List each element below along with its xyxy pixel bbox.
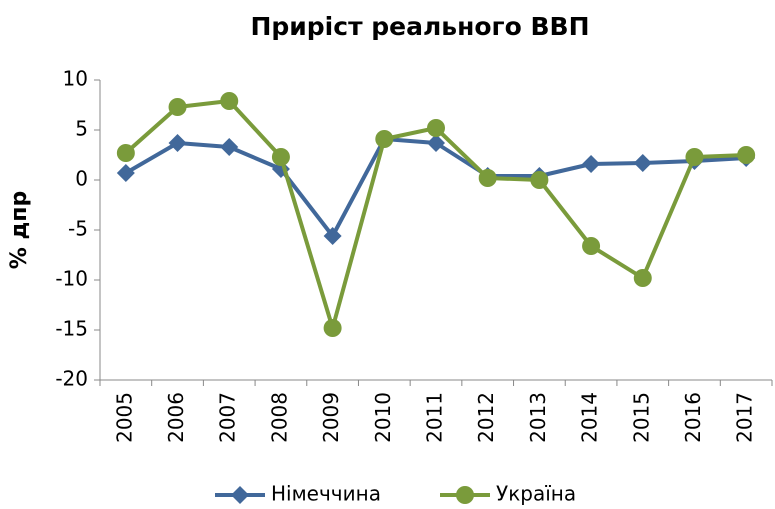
marker <box>323 227 342 245</box>
legend-label: Україна <box>496 482 576 506</box>
y-tick-label: 5 <box>75 117 88 141</box>
x-tick-label: 2014 <box>578 392 602 443</box>
marker <box>116 164 135 182</box>
marker <box>582 155 601 173</box>
marker <box>427 119 445 137</box>
marker <box>478 169 497 187</box>
marker <box>633 154 652 172</box>
x-tick-label: 2010 <box>371 392 395 443</box>
marker <box>685 148 704 166</box>
x-tick-label: 2013 <box>526 392 550 443</box>
marker <box>271 148 290 166</box>
marker <box>633 269 652 287</box>
y-axis-label: % дпр <box>7 191 32 269</box>
series-line <box>124 137 747 238</box>
marker <box>220 138 239 156</box>
x-tick-label: 2015 <box>629 392 653 443</box>
x-tick-label: 2016 <box>681 392 705 443</box>
x-tick-label: 2017 <box>733 392 757 443</box>
marker <box>168 98 187 116</box>
marker <box>323 319 342 337</box>
y-tick-label: -10 <box>55 267 88 291</box>
x-tick-label: 2005 <box>112 392 136 443</box>
x-tick-label: 2008 <box>267 392 291 443</box>
y-tick-label: 10 <box>63 67 88 91</box>
chart-title: Приріст реального ВВП <box>250 12 589 41</box>
legend-marker <box>456 486 474 504</box>
y-tick-label: -15 <box>55 317 88 341</box>
marker <box>116 144 135 162</box>
marker <box>220 92 239 110</box>
legend-label: Німеччина <box>271 482 381 506</box>
marker <box>582 237 601 255</box>
y-tick-label: -20 <box>55 367 88 391</box>
marker <box>530 171 549 189</box>
x-tick-label: 2012 <box>474 392 498 443</box>
x-tick-label: 2011 <box>423 392 447 443</box>
marker <box>168 134 187 152</box>
legend-marker <box>231 486 249 504</box>
marker <box>375 130 394 148</box>
x-tick-label: 2009 <box>319 392 343 443</box>
y-tick-label: -5 <box>68 217 88 241</box>
y-tick-label: 0 <box>75 167 88 191</box>
x-tick-label: 2006 <box>164 392 188 443</box>
x-tick-label: 2007 <box>216 392 240 443</box>
marker <box>427 134 445 152</box>
marker <box>737 146 756 164</box>
